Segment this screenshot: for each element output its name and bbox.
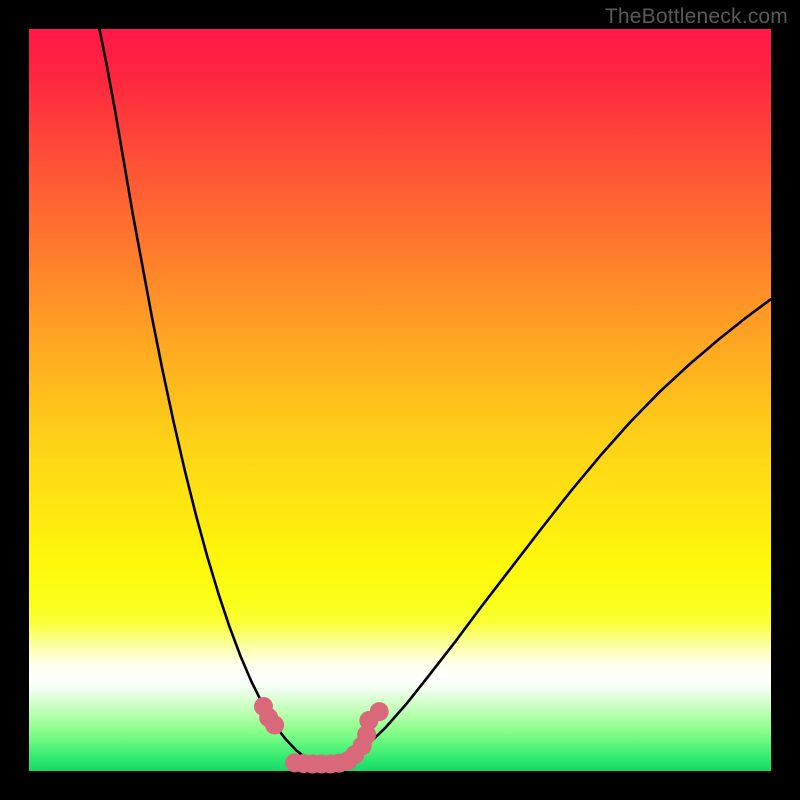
- plot-area: [29, 29, 771, 771]
- marker-dot: [265, 716, 284, 735]
- curve-right-curve: [326, 299, 771, 764]
- marker-dot: [370, 702, 389, 721]
- curve-left-curve: [99, 29, 325, 764]
- watermark-text: TheBottleneck.com: [605, 5, 788, 29]
- curves-layer: [29, 29, 771, 771]
